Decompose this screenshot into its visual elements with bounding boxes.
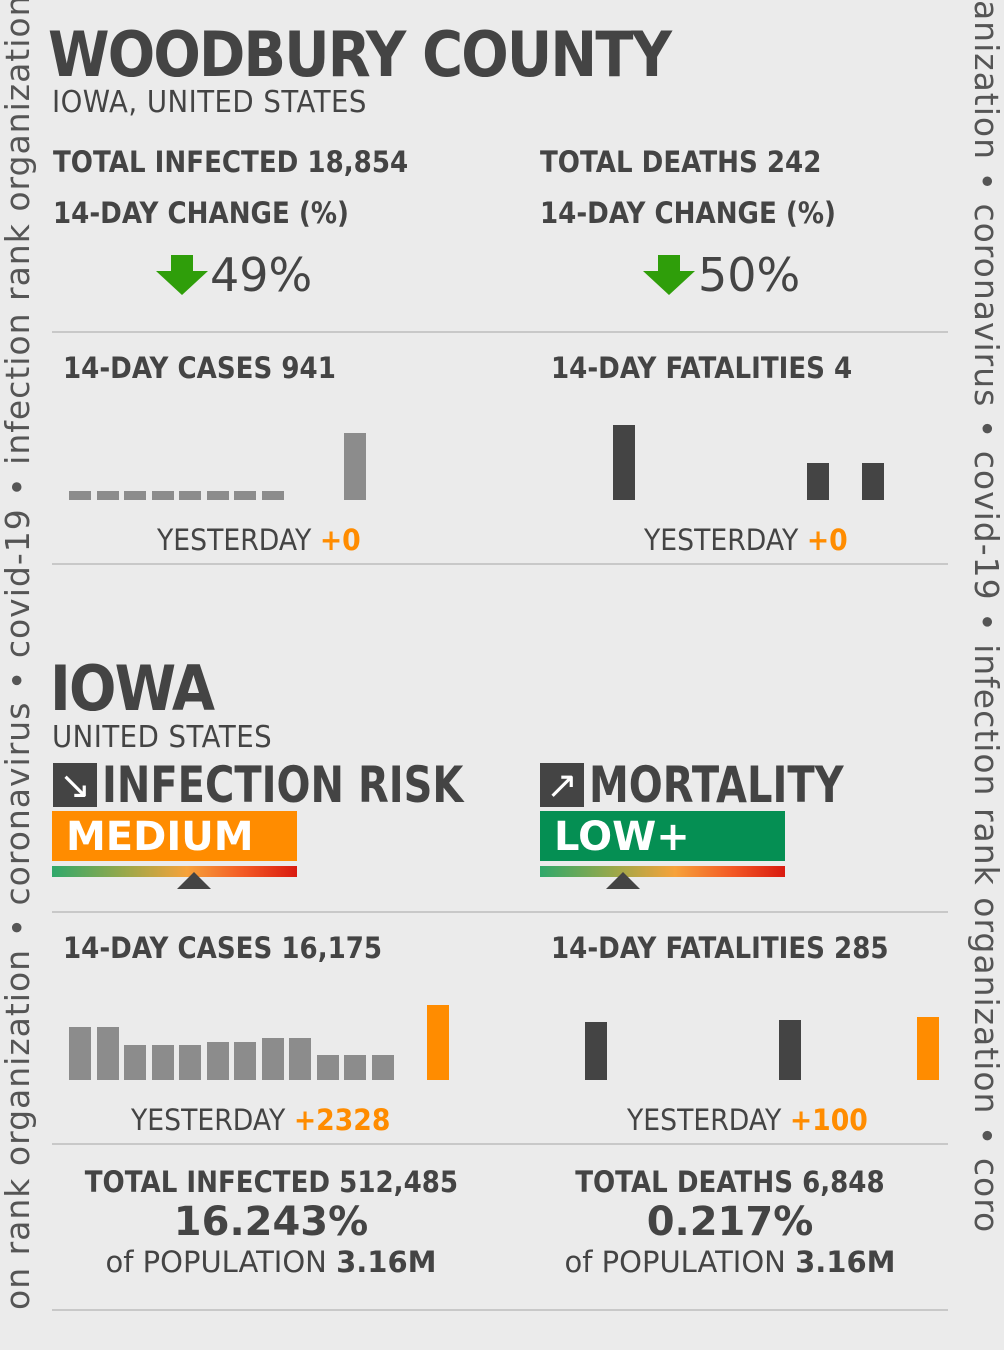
state-fatalities-label: 14-DAY FATALITIES 285: [551, 931, 889, 965]
yesterday-label: YESTERDAY: [157, 523, 312, 557]
chart-bar: [778, 1020, 801, 1080]
chart-bar: [234, 1042, 256, 1080]
side-tagline-left: on rank organization • coronavirus • cov…: [0, 0, 37, 1310]
chart-bar: [69, 1027, 91, 1080]
county-cases-yesterday: YESTERDAY +0: [157, 523, 361, 557]
chart-bar: [69, 490, 91, 500]
arrow-down-icon: [643, 255, 695, 295]
state-subtitle: UNITED STATES: [52, 720, 273, 755]
county-fatalities-label: 14-DAY FATALITIES 4: [551, 351, 853, 385]
chart-bar: [96, 1027, 119, 1080]
county-total-infected: TOTAL INFECTED 18,854: [53, 145, 409, 179]
state-total-deaths: TOTAL DEATHS 6,848: [575, 1165, 885, 1199]
state-infected-pct: 16.243%: [173, 1199, 369, 1245]
infection-risk-gauge: [52, 866, 297, 877]
chart-bar: [806, 462, 829, 500]
yesterday-value: +2328: [293, 1103, 391, 1137]
gauge-marker-icon: [177, 872, 212, 889]
chart-bar: [261, 1038, 284, 1080]
chart-bar: [124, 490, 146, 500]
population-value: 3.16M: [795, 1245, 896, 1279]
population-value: 3.16M: [336, 1245, 437, 1279]
state-title: IOWA: [50, 652, 215, 725]
chart-bar: [179, 1045, 201, 1080]
chart-bar: [344, 1055, 366, 1080]
county-fatalities-yesterday: YESTERDAY +0: [644, 523, 848, 557]
yesterday-label: YESTERDAY: [131, 1103, 286, 1137]
county-cases-label: 14-DAY CASES 941: [63, 351, 336, 385]
state-cases-yesterday: YESTERDAY +2328: [131, 1103, 390, 1137]
county-deaths-change: 50%: [698, 248, 801, 302]
county-infected-change-label: 14-DAY CHANGE (%): [53, 196, 349, 230]
chart-bar: [316, 1055, 339, 1080]
chart-bar: [124, 1045, 146, 1080]
population-prefix: of POPULATION: [105, 1245, 327, 1279]
infection-risk-label: INFECTION RISK: [102, 756, 464, 814]
arrow-down-icon: [156, 255, 208, 295]
mortality-label: MORTALITY: [589, 756, 844, 814]
chart-bar: [206, 1042, 229, 1080]
county-subtitle: IOWA, UNITED STATES: [52, 85, 367, 120]
state-deaths-summary: TOTAL DEATHS 6,848 0.217% of POPULATION …: [525, 1165, 935, 1279]
side-tagline-right: ganization • coronavirus • covid-19 • in…: [967, 0, 1004, 1234]
divider: [52, 911, 948, 913]
chart-bar: [96, 490, 119, 500]
chart-bar: [234, 490, 256, 500]
county-infected-change: 49%: [210, 248, 313, 302]
chart-bar: [862, 462, 884, 500]
divider: [52, 563, 948, 565]
chart-bar: [371, 1055, 394, 1080]
population-line: of POPULATION 3.16M: [46, 1245, 496, 1279]
mortality-gauge: [540, 866, 785, 877]
chart-bar: [584, 1022, 607, 1080]
mortality-badge: LOW+: [540, 811, 785, 861]
yesterday-value: +100: [789, 1103, 868, 1137]
state-total-infected: TOTAL INFECTED 512,485: [84, 1165, 458, 1199]
chart-bar: [151, 490, 174, 500]
chart-bar: [917, 1017, 940, 1080]
chart-bar: [289, 1038, 311, 1080]
divider: [52, 1143, 948, 1145]
chart-bar: [179, 490, 201, 500]
chart-bar: [426, 1005, 449, 1080]
arrow-up-right-icon: ↗: [540, 763, 584, 807]
state-fatalities-chart: [530, 1000, 950, 1080]
state-deaths-pct: 0.217%: [646, 1199, 814, 1245]
county-total-deaths: TOTAL DEATHS 242: [540, 145, 822, 179]
divider: [52, 1309, 948, 1311]
gauge-marker-icon: [606, 872, 641, 889]
county-fatalities-chart: [530, 420, 884, 500]
yesterday-label: YESTERDAY: [627, 1103, 782, 1137]
yesterday-value: +0: [319, 523, 361, 557]
county-title: WOODBURY COUNTY: [48, 18, 672, 91]
chart-bar: [612, 425, 635, 500]
county-cases-chart: [69, 420, 369, 500]
yesterday-label: YESTERDAY: [644, 523, 799, 557]
population-prefix: of POPULATION: [564, 1245, 786, 1279]
arrow-down-right-icon: ↘: [53, 763, 97, 807]
state-fatalities-yesterday: YESTERDAY +100: [627, 1103, 868, 1137]
chart-bar: [206, 490, 229, 500]
chart-bar: [261, 490, 284, 500]
infection-risk-badge: MEDIUM: [52, 811, 297, 861]
state-infected-summary: TOTAL INFECTED 512,485 16.243% of POPULA…: [46, 1165, 496, 1279]
state-cases-label: 14-DAY CASES 16,175: [63, 931, 383, 965]
county-deaths-change-label: 14-DAY CHANGE (%): [540, 196, 836, 230]
state-cases-chart: [69, 1000, 459, 1080]
chart-bar: [151, 1045, 174, 1080]
yesterday-value: +0: [806, 523, 848, 557]
divider: [52, 331, 948, 333]
chart-bar: [344, 433, 366, 500]
population-line: of POPULATION 3.16M: [525, 1245, 935, 1279]
